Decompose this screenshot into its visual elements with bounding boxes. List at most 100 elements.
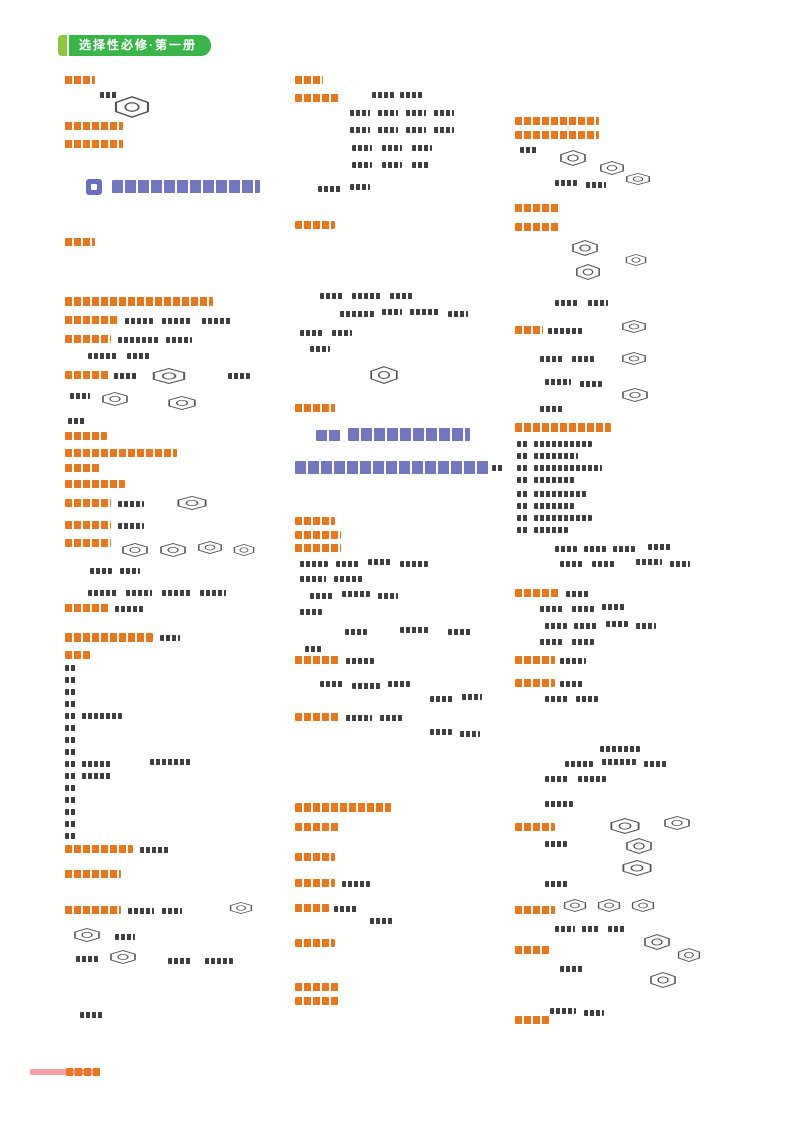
body-text-line: [334, 576, 364, 582]
body-text-line: [644, 761, 668, 767]
body-text-line: [545, 841, 567, 847]
body-text-line: [342, 591, 370, 597]
body-text-line: [340, 311, 374, 317]
section-heading-text: [295, 461, 489, 474]
body-text-line: [555, 926, 575, 932]
body-text-line: [430, 696, 454, 702]
answer-text-line: [515, 656, 555, 664]
chem-structure-icon: [110, 950, 136, 964]
body-text-line: [346, 658, 374, 664]
answer-text-line: [295, 939, 335, 947]
body-text-line: [517, 503, 529, 509]
body-text-line: [310, 346, 330, 352]
section-badge-icon: [86, 179, 102, 195]
body-text-line: [336, 561, 360, 567]
answer-text-line: [515, 131, 599, 139]
body-text-line: [200, 590, 226, 596]
body-text-line: [566, 591, 590, 597]
body-text-line: [636, 559, 662, 565]
chem-structure-icon: [560, 150, 586, 166]
answer-text-line: [515, 589, 559, 597]
body-text-line: [160, 635, 180, 641]
body-text-line: [76, 956, 98, 962]
answer-text-line: [295, 803, 391, 812]
body-text-line: [560, 561, 582, 567]
section-heading-text: [316, 430, 342, 441]
body-text-line: [608, 926, 626, 932]
chem-structure-icon: [152, 368, 186, 384]
body-text-line: [318, 186, 342, 192]
body-text-line: [82, 713, 122, 719]
body-text-line: [600, 746, 640, 752]
body-text-line: [636, 623, 656, 629]
body-text-line: [118, 337, 160, 343]
body-text-line: [412, 162, 430, 168]
answer-text-line: [65, 499, 111, 507]
body-text-line: [540, 639, 564, 645]
chem-structure-icon: [233, 544, 255, 556]
body-text-line: [378, 593, 398, 599]
body-text-line: [517, 527, 529, 533]
body-text-line: [300, 330, 324, 336]
chem-structure-icon: [114, 96, 150, 118]
body-text-line: [534, 491, 588, 497]
answer-text-line: [295, 221, 335, 229]
body-text-line: [334, 906, 358, 912]
chem-structure-icon: [168, 396, 196, 410]
answer-text-line: [65, 870, 121, 878]
answer-text-line: [65, 122, 123, 130]
answer-text-line: [65, 76, 95, 84]
body-text-line: [534, 515, 592, 521]
body-text-line: [582, 926, 600, 932]
body-text-line: [88, 353, 118, 359]
body-text-line: [368, 559, 392, 565]
body-text-line: [545, 696, 569, 702]
body-text-line: [118, 501, 144, 507]
answer-text-line: [515, 679, 555, 687]
answer-text-line: [65, 906, 121, 914]
body-text-line: [352, 683, 380, 689]
answer-text-line: [65, 480, 125, 488]
body-text-line: [65, 701, 77, 707]
body-text-line: [448, 629, 472, 635]
chem-structure-icon: [600, 161, 624, 175]
body-text-line: [166, 337, 192, 343]
body-text-line: [82, 761, 112, 767]
body-text-line: [125, 318, 153, 324]
chem-structure-icon: [631, 899, 655, 912]
body-text-line: [540, 406, 564, 412]
body-text-line: [588, 300, 608, 306]
answer-text-line: [65, 539, 111, 547]
body-text-line: [80, 1012, 104, 1018]
body-text-line: [517, 453, 529, 459]
answer-text-line: [515, 223, 559, 231]
answer-text-line: [65, 238, 95, 246]
body-text-line: [534, 503, 574, 509]
body-text-line: [65, 737, 77, 743]
body-text-line: [65, 749, 77, 755]
body-text-line: [300, 609, 322, 615]
body-text-line: [576, 696, 598, 702]
body-text-line: [202, 318, 232, 324]
body-text-line: [115, 606, 145, 612]
body-text-line: [305, 646, 323, 652]
answer-text-line: [295, 517, 335, 525]
body-text-line: [205, 958, 233, 964]
body-text-line: [65, 713, 77, 719]
body-text-line: [382, 162, 402, 168]
chem-structure-icon: [650, 972, 676, 988]
chem-structure-icon: [610, 818, 640, 834]
body-text-line: [578, 776, 606, 782]
body-text-line: [65, 821, 77, 827]
body-text-line: [460, 731, 480, 737]
body-text-line: [586, 182, 606, 188]
body-text-line: [648, 544, 672, 550]
body-text-line: [613, 546, 635, 552]
body-text-line: [350, 184, 370, 190]
chem-structure-icon: [229, 902, 253, 914]
body-text-line: [400, 92, 422, 98]
answer-text-line: [295, 531, 341, 539]
body-text-line: [100, 92, 118, 98]
body-text-line: [65, 833, 77, 839]
body-text-line: [560, 681, 584, 687]
